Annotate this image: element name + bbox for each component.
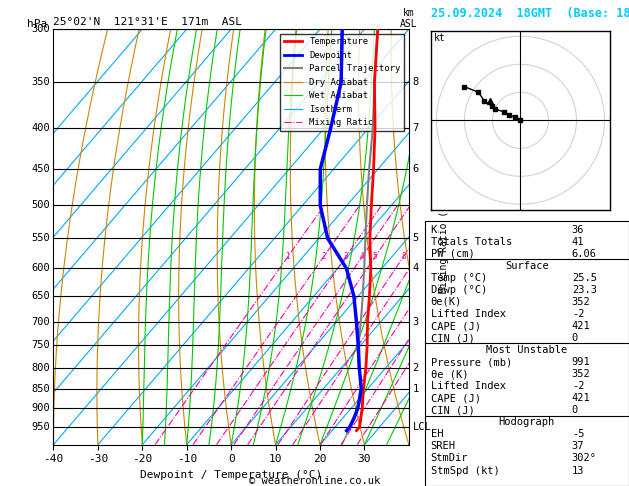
- Text: StmDir: StmDir: [431, 453, 468, 464]
- Legend: Temperature, Dewpoint, Parcel Trajectory, Dry Adiabat, Wet Adiabat, Isotherm, Mi: Temperature, Dewpoint, Parcel Trajectory…: [281, 34, 404, 131]
- Text: PW (cm): PW (cm): [431, 249, 474, 259]
- Text: Surface: Surface: [505, 261, 548, 271]
- Text: 23.3: 23.3: [572, 285, 597, 295]
- Text: 25°02'N  121°31'E  171m  ASL: 25°02'N 121°31'E 171m ASL: [53, 17, 242, 27]
- Text: K: K: [431, 225, 437, 235]
- Text: StmSpd (kt): StmSpd (kt): [431, 466, 499, 475]
- Text: 550: 550: [31, 233, 50, 243]
- Text: © weatheronline.co.uk: © weatheronline.co.uk: [249, 476, 380, 486]
- Text: θe (K): θe (K): [431, 369, 468, 379]
- Text: 450: 450: [31, 164, 50, 174]
- Text: 600: 600: [31, 263, 50, 274]
- Text: CIN (J): CIN (J): [431, 333, 474, 343]
- Text: θe(K): θe(K): [431, 297, 462, 307]
- Text: 8: 8: [401, 252, 406, 261]
- Text: CAPE (J): CAPE (J): [431, 393, 481, 403]
- Text: Hodograph: Hodograph: [499, 417, 555, 427]
- Text: 991: 991: [572, 357, 591, 367]
- Text: EH: EH: [431, 430, 443, 439]
- Text: 350: 350: [31, 77, 50, 87]
- Text: 421: 421: [572, 393, 591, 403]
- Text: 302°: 302°: [572, 453, 597, 464]
- Text: 4: 4: [413, 263, 419, 274]
- Text: 1: 1: [413, 383, 419, 394]
- Text: km
ASL: km ASL: [400, 8, 418, 29]
- Text: CAPE (J): CAPE (J): [431, 321, 481, 331]
- Text: Dewp (°C): Dewp (°C): [431, 285, 487, 295]
- Text: -5: -5: [572, 430, 584, 439]
- Text: 5: 5: [373, 252, 377, 261]
- Text: 900: 900: [31, 403, 50, 413]
- Text: 750: 750: [31, 340, 50, 350]
- Text: Lifted Index: Lifted Index: [431, 309, 506, 319]
- Text: 6: 6: [413, 164, 419, 174]
- Text: LCL: LCL: [413, 422, 431, 432]
- Text: 2: 2: [321, 252, 326, 261]
- X-axis label: Dewpoint / Temperature (°C): Dewpoint / Temperature (°C): [140, 470, 322, 480]
- Text: 700: 700: [31, 316, 50, 327]
- Text: 0: 0: [572, 333, 578, 343]
- Text: Totals Totals: Totals Totals: [431, 237, 512, 247]
- Text: 5: 5: [413, 233, 419, 243]
- Text: 8: 8: [413, 77, 419, 87]
- Text: 800: 800: [31, 363, 50, 373]
- Text: SREH: SREH: [431, 441, 455, 451]
- Text: 650: 650: [31, 291, 50, 301]
- Text: 300: 300: [31, 24, 50, 34]
- Text: Most Unstable: Most Unstable: [486, 345, 567, 355]
- Text: 352: 352: [572, 369, 591, 379]
- Text: 850: 850: [31, 383, 50, 394]
- Text: 41: 41: [572, 237, 584, 247]
- Text: 37: 37: [572, 441, 584, 451]
- Text: kt: kt: [433, 34, 445, 43]
- Text: 36: 36: [572, 225, 584, 235]
- Text: 25.5: 25.5: [572, 273, 597, 283]
- Text: 421: 421: [572, 321, 591, 331]
- Text: 0: 0: [572, 405, 578, 416]
- Text: Lifted Index: Lifted Index: [431, 381, 506, 391]
- Text: 3: 3: [343, 252, 348, 261]
- Text: 1: 1: [286, 252, 290, 261]
- Text: 500: 500: [31, 200, 50, 210]
- Text: 13: 13: [572, 466, 584, 475]
- Text: 4: 4: [360, 252, 364, 261]
- Text: 25.09.2024  18GMT  (Base: 18): 25.09.2024 18GMT (Base: 18): [431, 7, 629, 20]
- Text: 3: 3: [413, 316, 419, 327]
- Text: 7: 7: [413, 123, 419, 134]
- Text: Temp (°C): Temp (°C): [431, 273, 487, 283]
- Text: Mixing Ratio (g/kg): Mixing Ratio (g/kg): [440, 181, 449, 293]
- Text: 950: 950: [31, 422, 50, 432]
- Text: 6.06: 6.06: [572, 249, 597, 259]
- Text: CIN (J): CIN (J): [431, 405, 474, 416]
- Text: 400: 400: [31, 123, 50, 134]
- Text: 2: 2: [413, 363, 419, 373]
- Text: -2: -2: [572, 309, 584, 319]
- Text: Pressure (mb): Pressure (mb): [431, 357, 512, 367]
- Text: 352: 352: [572, 297, 591, 307]
- Text: -2: -2: [572, 381, 584, 391]
- Text: hPa: hPa: [27, 19, 47, 29]
